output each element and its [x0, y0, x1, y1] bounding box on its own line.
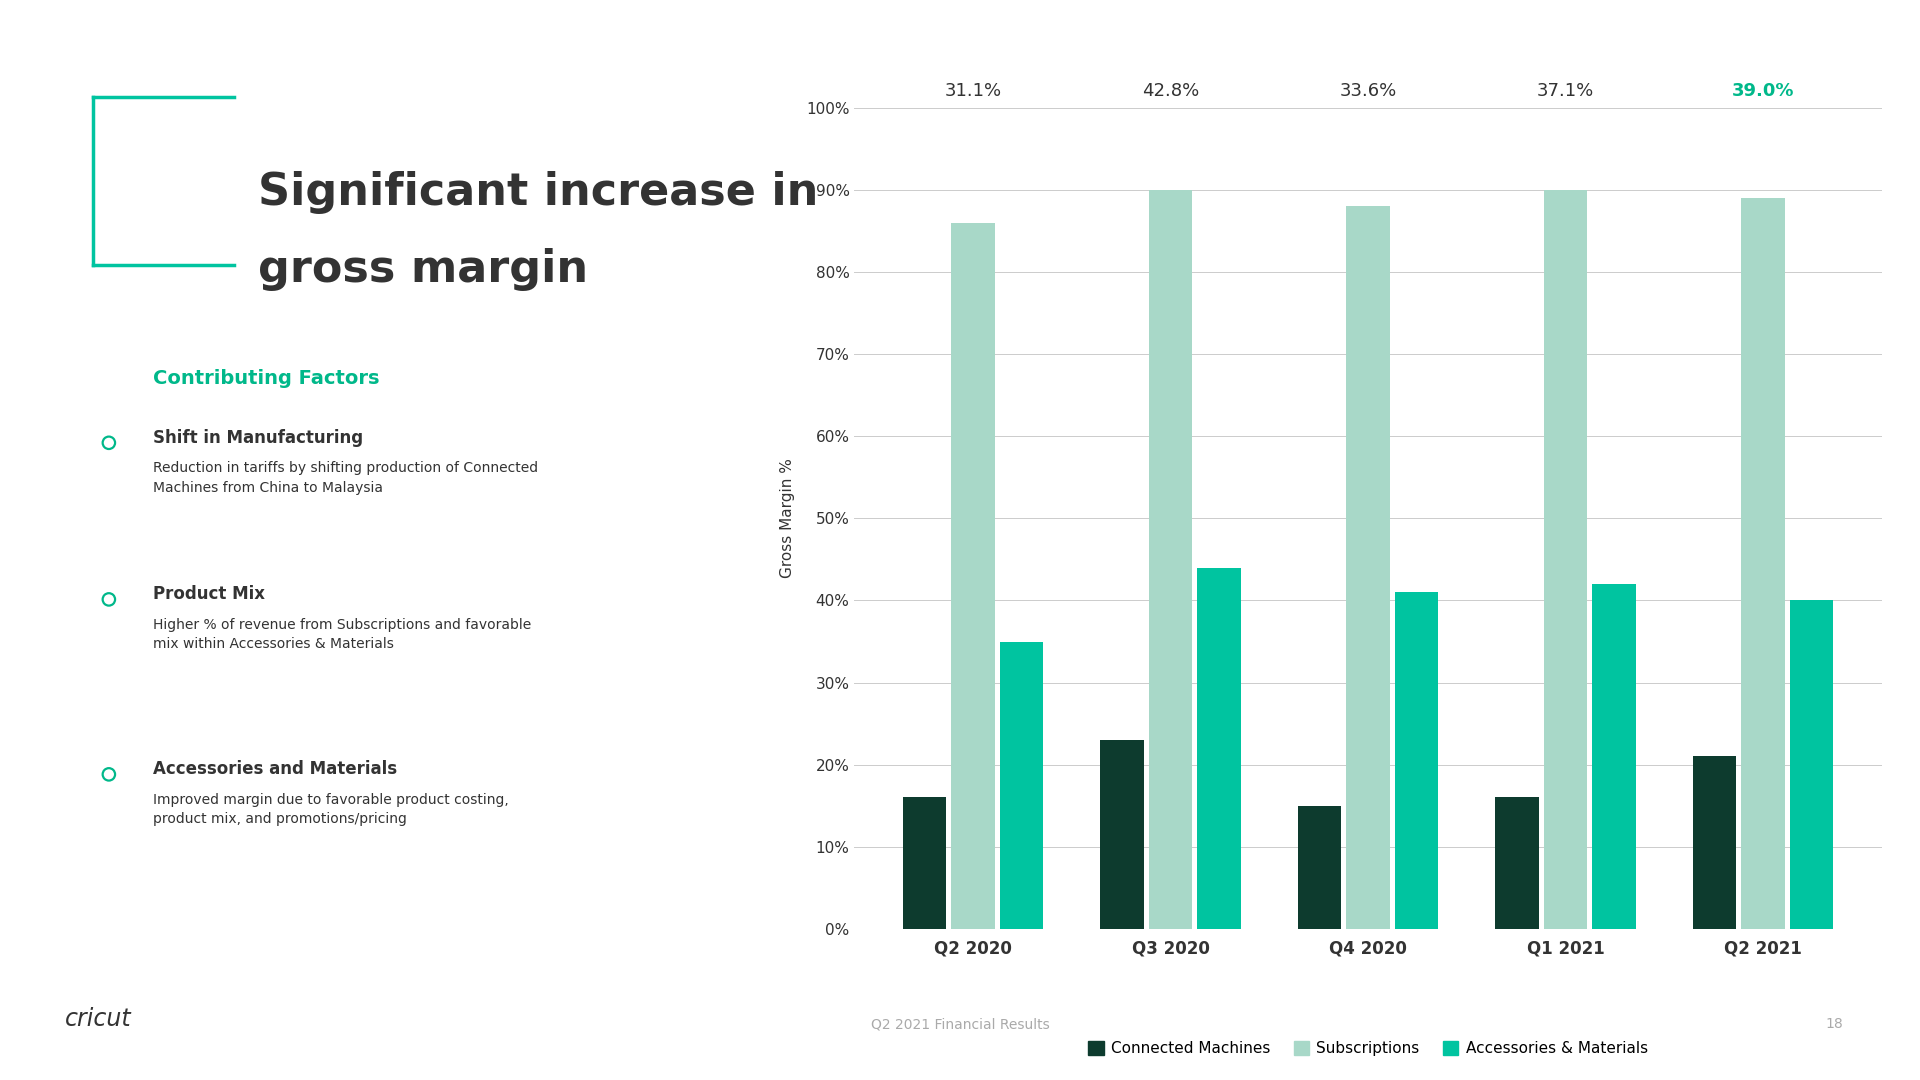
Bar	[1789, 600, 1834, 929]
Text: Higher % of revenue from Subscriptions and favorable
mix within Accessories & Ma: Higher % of revenue from Subscriptions a…	[154, 618, 532, 651]
Text: Q2 2021 Financial Results: Q2 2021 Financial Results	[870, 1017, 1050, 1031]
Bar	[1496, 797, 1538, 929]
Point	[94, 434, 125, 451]
Text: Contributing Factors: Contributing Factors	[154, 369, 380, 389]
Bar	[1000, 642, 1043, 929]
Bar	[1693, 756, 1736, 929]
Text: 42.8%: 42.8%	[1142, 82, 1200, 99]
Text: Shift in Manufacturing: Shift in Manufacturing	[154, 429, 363, 447]
Text: Product Mix: Product Mix	[154, 585, 265, 604]
Bar	[1198, 568, 1240, 929]
Bar	[1544, 190, 1588, 929]
Bar	[950, 222, 995, 929]
Bar	[1298, 806, 1342, 929]
Text: cricut: cricut	[65, 1008, 131, 1031]
Bar	[1100, 740, 1144, 929]
Y-axis label: Gross Margin %: Gross Margin %	[780, 459, 795, 578]
Text: 37.1%: 37.1%	[1536, 82, 1594, 99]
Bar	[1394, 592, 1438, 929]
Bar	[902, 797, 947, 929]
Text: Accessories and Materials: Accessories and Materials	[154, 760, 397, 779]
Legend: Connected Machines, Subscriptions, Accessories & Materials: Connected Machines, Subscriptions, Acces…	[1083, 1035, 1653, 1063]
Bar	[1741, 199, 1786, 929]
Text: 33.6%: 33.6%	[1340, 82, 1396, 99]
Text: Significant increase in: Significant increase in	[257, 171, 818, 214]
Bar	[1148, 190, 1192, 929]
Text: Improved margin due to favorable product costing,
product mix, and promotions/pr: Improved margin due to favorable product…	[154, 793, 509, 826]
Point	[94, 766, 125, 783]
Text: gross margin: gross margin	[257, 248, 588, 292]
Point	[94, 591, 125, 608]
Text: Reduction in tariffs by shifting production of Connected
Machines from China to : Reduction in tariffs by shifting product…	[154, 461, 538, 495]
Bar	[1592, 584, 1636, 929]
Text: 18: 18	[1826, 1017, 1843, 1031]
Bar	[1346, 206, 1390, 929]
Text: 31.1%: 31.1%	[945, 82, 1002, 99]
Text: 39.0%: 39.0%	[1732, 82, 1795, 99]
